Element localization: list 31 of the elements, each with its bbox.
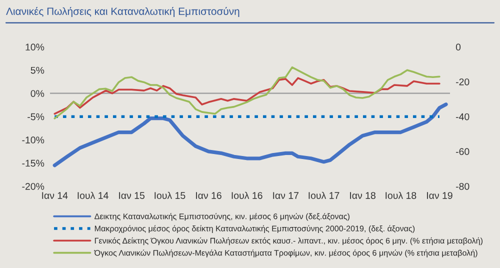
legend-label: Δεικτης Καταναλωτικής Εμπιστοσύνης, κιν. μέσος 6 μηνών (δεξ.άξονας) [94, 213, 350, 221]
y-tick-label: 0% [30, 90, 44, 97]
line-series [54, 66, 440, 120]
y2-tick-label: -60 [456, 148, 470, 156]
y2-tick-label: -40 [456, 113, 470, 120]
x-tick-label: Ιαν 19 [427, 192, 452, 199]
y2-tick-label: -80 [456, 182, 470, 190]
legend-label: Όγκος Λιανικών Πωλήσεων-Μεγάλα Καταστήματα Τροφίμων, κιν. μέσος όρος 6 μηνών (% ετήσια μεταβολή) [94, 250, 478, 258]
y-tick-label: -15% [22, 160, 44, 167]
legend-label: Γενικός Δείκτης Όγκου Λιανικών Πωλήσεων εκτός καυσ.- λιπαντ., κιν. μέσος όρος 6 μην. (% ετήσια μεταβολή) [94, 237, 482, 246]
chart-title: Λιανικές Πωλήσεις και Καταναλωτική Εμπιστοσύνη [6, 7, 240, 18]
x-tick-label: Ιαν 14 [42, 192, 68, 199]
x-tick-label: Ιαν 16 [196, 192, 222, 199]
y-tick-label: 5% [30, 66, 44, 74]
x-tick-label: Ιουλ 17 [308, 192, 340, 199]
x-tick-label: Ιουλ 18 [386, 192, 416, 199]
x-tick-label: Ιουλ 14 [78, 192, 108, 199]
x-tick-label: Ιουλ 15 [154, 192, 186, 199]
line-series [54, 77, 440, 115]
y-tick-label: -20% [22, 182, 44, 190]
y-tick-label: 10% [26, 44, 44, 51]
legend-label: Μακροχρόνιος μέσος όρος δείκτη Καταναλωτικής Εμπιστοσύνης 2000-2019, (δεξ. άξονας) [94, 225, 415, 233]
x-tick-label: Ιαν 18 [350, 192, 376, 199]
y2-tick-label: -20 [456, 78, 470, 86]
y-tick-label: -5% [28, 113, 44, 120]
y2-tick-label: 0 [456, 44, 461, 51]
line-series [52, 102, 448, 168]
y-tick-label: -10% [22, 136, 44, 144]
x-tick-label: Ιαν 17 [273, 192, 298, 199]
x-tick-label: Ιουλ 16 [232, 192, 262, 199]
x-tick-label: Ιαν 15 [119, 192, 144, 199]
